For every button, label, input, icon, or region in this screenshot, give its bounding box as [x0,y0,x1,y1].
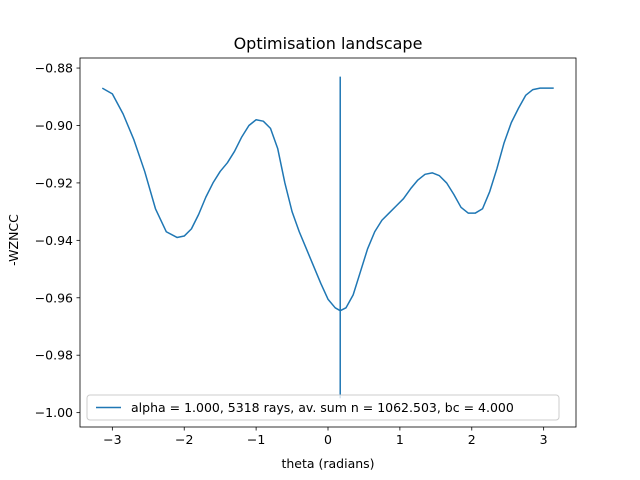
y-axis: −1.00 −0.98 −0.96 −0.94 −0.92 −0.90 −0.88 [35,61,80,420]
x-tick-label: 1 [396,432,404,447]
x-tick-label: 2 [468,432,476,447]
y-tick-label: −0.90 [35,118,73,133]
y-tick-label: −1.00 [35,405,73,420]
x-tick-label: −2 [175,432,193,447]
legend: alpha = 1.000, 5318 rays, av. sum n = 10… [86,394,560,421]
x-axis: −3 −2 −1 0 1 2 3 [103,427,548,447]
x-axis-label: theta (radians) [281,456,374,471]
legend-box [86,394,560,421]
y-tick-label: −0.92 [35,175,73,190]
x-tick-label: −1 [247,432,265,447]
legend-entry-label: alpha = 1.000, 5318 rays, av. sum n = 10… [131,400,514,415]
x-tick-label: 0 [324,432,332,447]
y-axis-label: -WZNCC [6,214,21,266]
y-tick-label: −0.94 [35,233,73,248]
chart-title: Optimisation landscape [234,34,423,53]
y-tick-label: −0.96 [35,290,73,305]
y-tick-label: −0.98 [35,348,73,363]
y-tick-label: −0.88 [35,61,73,76]
x-tick-label: 3 [540,432,548,447]
x-tick-label: −3 [103,432,121,447]
